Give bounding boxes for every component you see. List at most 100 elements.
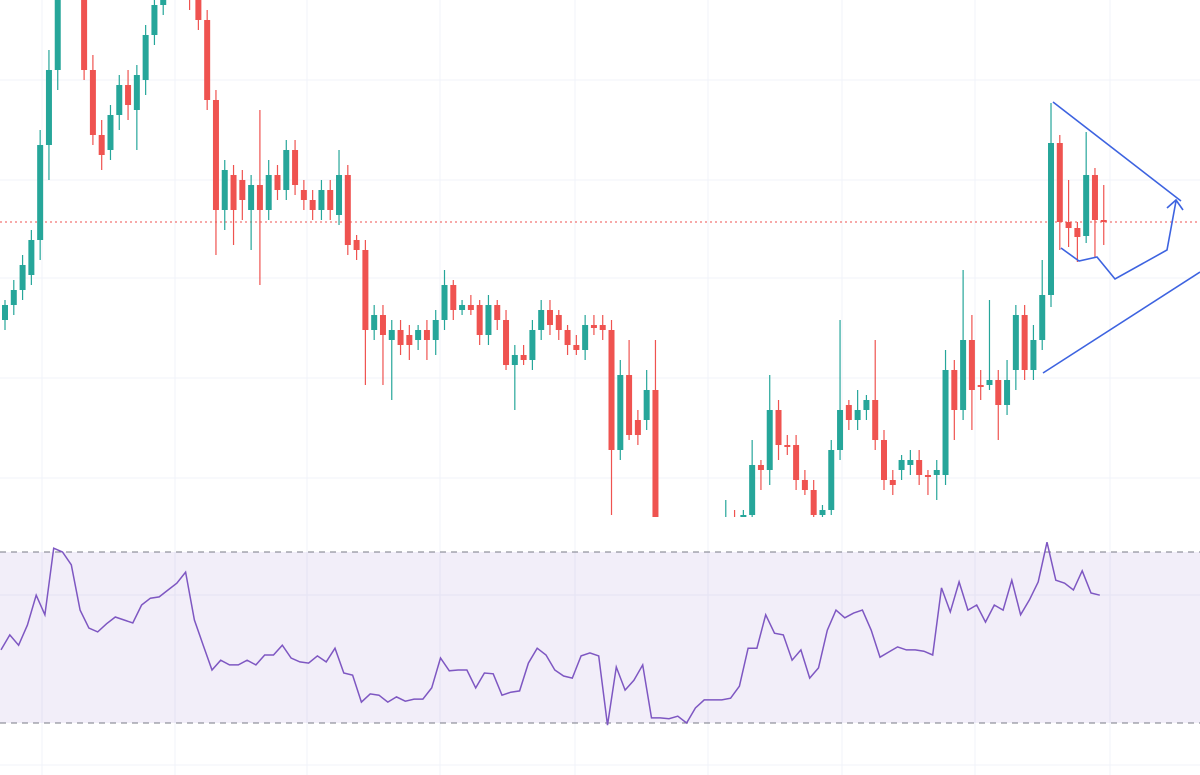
candle-body: [230, 175, 237, 210]
candle-body: [837, 410, 844, 450]
candle: [977, 370, 984, 400]
candle: [19, 255, 26, 300]
candle-body: [995, 380, 1002, 405]
candle-body: [626, 375, 633, 435]
candle-body: [116, 85, 123, 115]
candle: [397, 320, 404, 355]
trend-drawings[interactable]: [1042, 101, 1200, 374]
candle: [300, 180, 307, 210]
candle-body: [977, 385, 984, 387]
candle: [1056, 135, 1063, 250]
candle: [942, 350, 949, 485]
candle-body: [1100, 220, 1107, 222]
rsi-band: [0, 552, 1200, 723]
candle-body: [10, 290, 17, 305]
candle: [1004, 360, 1011, 415]
candle: [450, 280, 457, 320]
candle: [265, 160, 272, 220]
candle: [1048, 103, 1055, 307]
candle: [784, 435, 791, 455]
candle-body: [643, 390, 650, 420]
candle: [274, 165, 281, 200]
candle: [995, 370, 1002, 440]
candle-body: [766, 410, 773, 470]
candle: [740, 510, 747, 517]
candle: [1012, 305, 1019, 390]
candle: [125, 70, 132, 120]
candle-body: [388, 330, 395, 340]
rsi-line: [0, 542, 1100, 726]
candle: [485, 295, 492, 345]
candle-body: [714, 530, 720, 550]
candle: [643, 370, 650, 430]
candle: [723, 500, 729, 530]
candle: [986, 300, 993, 390]
candle-body: [142, 35, 149, 80]
candle-body: [353, 240, 360, 250]
candle-body: [160, 0, 167, 5]
candle-body: [256, 185, 263, 210]
candle-body: [432, 320, 439, 340]
candle-body: [986, 380, 993, 385]
candle: [889, 470, 896, 495]
candle-body: [37, 145, 44, 240]
candle: [28, 230, 35, 285]
candle-body: [960, 340, 967, 410]
candle-body: [951, 370, 958, 410]
candle-body: [292, 150, 299, 185]
candle: [828, 440, 835, 515]
candle: [960, 270, 967, 420]
candle-body: [898, 460, 905, 470]
candle: [476, 300, 483, 345]
candle-body: [1021, 315, 1028, 370]
projection-arrow-path[interactable]: [1060, 200, 1177, 281]
candle: [318, 180, 325, 220]
candle: [924, 470, 931, 495]
candle-body: [732, 520, 738, 525]
candle-body: [371, 315, 378, 330]
candle-body: [916, 460, 923, 475]
candle-body: [854, 410, 861, 420]
candle-body: [590, 325, 597, 328]
candle: [37, 130, 44, 260]
candle-body: [45, 70, 52, 145]
candle: [503, 310, 510, 370]
candle-body: [1065, 222, 1072, 228]
candle-body: [344, 175, 351, 245]
candle-body: [863, 400, 870, 410]
candle: [336, 150, 343, 225]
candle-body: [520, 355, 527, 360]
lower-trendline[interactable]: [1042, 271, 1200, 374]
candle-body: [784, 445, 791, 447]
candle-body: [19, 265, 26, 290]
candle: [2, 300, 8, 330]
upper-trendline[interactable]: [1052, 101, 1182, 202]
candle: [344, 165, 351, 255]
candle: [766, 375, 773, 485]
candle: [1100, 185, 1107, 245]
candle-body: [968, 340, 975, 390]
candle-body: [617, 375, 624, 450]
candle-body: [318, 190, 325, 210]
candle: [89, 55, 96, 145]
candle: [837, 320, 844, 460]
candle: [45, 50, 52, 180]
candle: [107, 105, 114, 160]
candle: [801, 470, 808, 495]
candle-body: [942, 370, 949, 475]
candle-body: [1012, 315, 1019, 370]
candle-body: [828, 450, 835, 510]
candle: [248, 175, 255, 250]
candle-body: [239, 180, 246, 200]
candle-body: [397, 330, 404, 345]
candle-body: [810, 490, 817, 515]
candle: [863, 395, 870, 420]
candle: [538, 300, 545, 340]
candle-body: [494, 305, 501, 320]
candle-body: [740, 515, 747, 517]
candle-body: [723, 520, 729, 530]
candle: [239, 170, 246, 220]
candle-body: [1030, 340, 1037, 370]
